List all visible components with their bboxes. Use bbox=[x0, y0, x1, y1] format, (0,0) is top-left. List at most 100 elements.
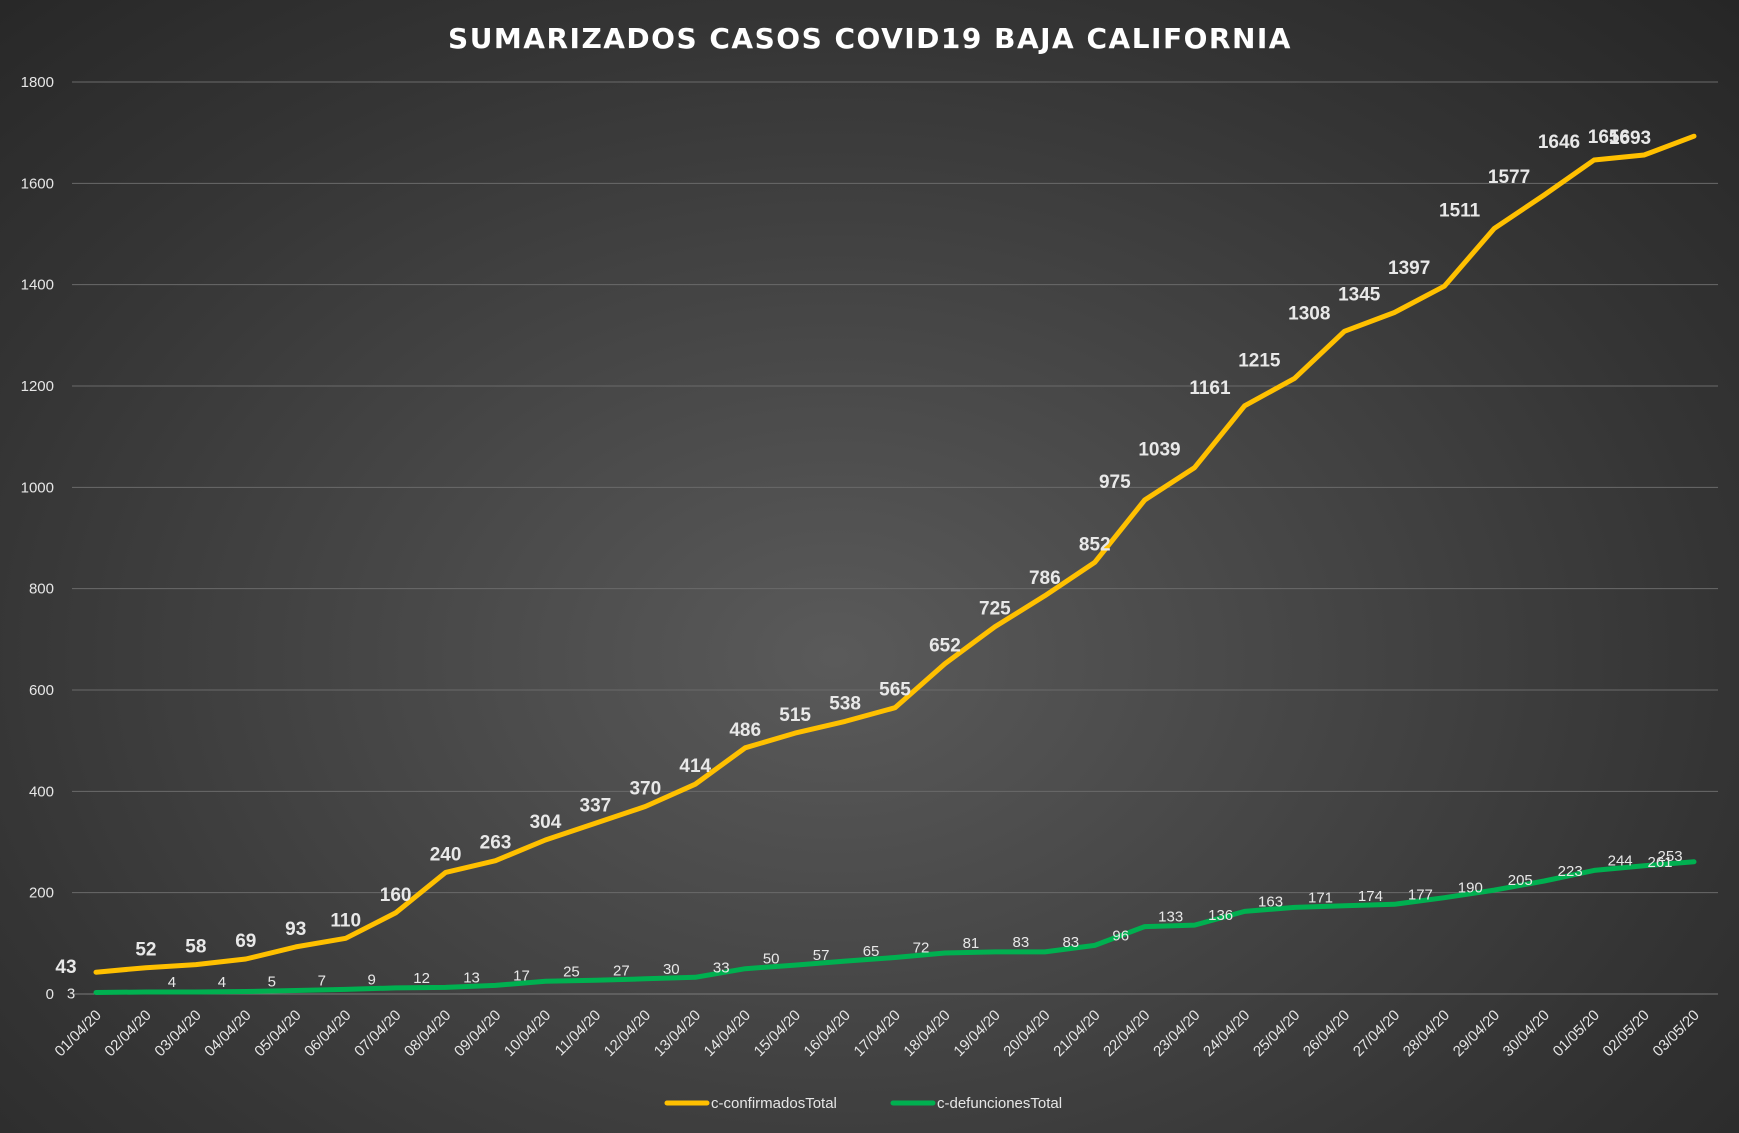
x-tick-label: 01/04/20 bbox=[52, 1007, 105, 1060]
data-label-defunciones: 65 bbox=[863, 943, 880, 960]
data-label-confirmados: 160 bbox=[380, 885, 412, 906]
x-tick-label: 23/04/20 bbox=[1150, 1007, 1203, 1060]
x-tick-label: 04/04/20 bbox=[201, 1007, 254, 1060]
data-label-defunciones: 4 bbox=[168, 974, 176, 991]
data-label-defunciones: 5 bbox=[268, 973, 276, 990]
data-label-confirmados: 1345 bbox=[1338, 285, 1381, 306]
x-tick-label: 20/04/20 bbox=[1000, 1007, 1053, 1060]
data-label-defunciones: 25 bbox=[563, 963, 580, 980]
y-tick-label: 200 bbox=[29, 885, 54, 902]
data-label-defunciones: 174 bbox=[1358, 888, 1383, 905]
data-label-defunciones: 244 bbox=[1608, 852, 1633, 869]
chart-title: SUMARIZADOS CASOS COVID19 BAJA CALIFORNI… bbox=[448, 22, 1292, 55]
data-label-confirmados: 69 bbox=[235, 931, 256, 952]
data-label-confirmados: 786 bbox=[1029, 568, 1061, 589]
x-tick-label: 02/04/20 bbox=[101, 1007, 154, 1060]
data-label-confirmados: 1308 bbox=[1288, 303, 1330, 324]
data-label-defunciones: 190 bbox=[1458, 880, 1483, 897]
x-tick-label: 13/04/20 bbox=[651, 1007, 704, 1060]
x-tick-label: 21/04/20 bbox=[1050, 1007, 1103, 1060]
data-label-confirmados: 1039 bbox=[1138, 440, 1180, 461]
x-tick-label: 16/04/20 bbox=[801, 1007, 854, 1060]
data-label-defunciones: 3 bbox=[67, 985, 75, 1002]
data-label-confirmados: 1693 bbox=[1609, 128, 1651, 149]
x-tick-label: 17/04/20 bbox=[851, 1007, 904, 1060]
data-label-confirmados: 486 bbox=[729, 720, 761, 741]
data-label-defunciones: 205 bbox=[1508, 872, 1533, 889]
data-label-defunciones: 27 bbox=[613, 962, 630, 979]
data-label-confirmados: 1577 bbox=[1488, 167, 1530, 188]
data-label-defunciones: 83 bbox=[1062, 934, 1079, 951]
legend: c-confirmadosTotal c-defuncionesTotal bbox=[664, 1095, 1062, 1112]
x-tick-label: 28/04/20 bbox=[1400, 1007, 1453, 1060]
x-tick-label: 03/04/20 bbox=[151, 1007, 204, 1060]
y-axis-ticks: 0 200 400 600 800 1000 1200 1400 1600 1800 bbox=[21, 74, 54, 1003]
x-tick-label: 03/05/20 bbox=[1650, 1007, 1703, 1060]
data-label-confirmados: 52 bbox=[135, 940, 156, 961]
data-label-defunciones: 17 bbox=[513, 967, 530, 984]
data-label-defunciones: 4 bbox=[218, 974, 226, 991]
data-label-confirmados: 1161 bbox=[1189, 378, 1231, 399]
x-axis-ticks: 01/04/2002/04/2003/04/2004/04/2005/04/20… bbox=[52, 1007, 1703, 1060]
y-tick-label: 600 bbox=[29, 682, 54, 699]
x-tick-label: 29/04/20 bbox=[1450, 1007, 1503, 1060]
x-tick-label: 05/04/20 bbox=[251, 1007, 304, 1060]
data-label-confirmados: 975 bbox=[1099, 472, 1131, 493]
y-tick-label: 1600 bbox=[21, 175, 54, 192]
x-tick-label: 11/04/20 bbox=[552, 1007, 605, 1060]
x-tick-label: 18/04/20 bbox=[900, 1007, 953, 1060]
x-tick-label: 19/04/20 bbox=[950, 1007, 1003, 1060]
x-tick-label: 15/04/20 bbox=[751, 1007, 804, 1060]
data-label-defunciones: 9 bbox=[368, 971, 376, 988]
data-label-defunciones: 223 bbox=[1558, 863, 1583, 880]
data-label-defunciones: 81 bbox=[963, 935, 980, 952]
data-label-defunciones: 57 bbox=[813, 947, 830, 964]
data-label-defunciones: 72 bbox=[913, 940, 930, 957]
data-label-defunciones: 83 bbox=[1013, 934, 1030, 951]
legend-label-confirmados: c-confirmadosTotal bbox=[711, 1095, 837, 1112]
data-label-confirmados: 852 bbox=[1079, 534, 1111, 555]
data-label-confirmados: 337 bbox=[580, 795, 612, 816]
x-tick-label: 24/04/20 bbox=[1200, 1007, 1253, 1060]
data-label-defunciones: 96 bbox=[1112, 927, 1129, 944]
x-tick-label: 12/04/20 bbox=[601, 1007, 654, 1060]
data-label-defunciones: 30 bbox=[663, 961, 680, 978]
data-label-defunciones: 177 bbox=[1408, 886, 1433, 903]
data-label-confirmados: 538 bbox=[829, 693, 861, 714]
data-label-confirmados: 110 bbox=[330, 910, 361, 931]
data-label-defunciones: 163 bbox=[1258, 893, 1283, 910]
x-tick-label: 30/04/20 bbox=[1500, 1007, 1553, 1060]
y-tick-label: 400 bbox=[29, 783, 54, 800]
data-label-defunciones: 50 bbox=[763, 951, 780, 968]
data-label-confirmados: 370 bbox=[629, 779, 661, 800]
data-label-confirmados: 1656 bbox=[1588, 127, 1630, 148]
x-tick-label: 01/05/20 bbox=[1550, 1007, 1603, 1060]
x-tick-label: 27/04/20 bbox=[1350, 1007, 1403, 1060]
x-tick-label: 10/04/20 bbox=[501, 1007, 554, 1060]
data-label-confirmados: 43 bbox=[55, 957, 76, 978]
x-tick-label: 08/04/20 bbox=[401, 1007, 454, 1060]
data-label-defunciones: 33 bbox=[713, 959, 730, 976]
data-label-confirmados: 652 bbox=[929, 636, 961, 657]
data-label-confirmados: 1511 bbox=[1439, 200, 1481, 221]
series-line-confirmados bbox=[93, 133, 1697, 975]
x-tick-label: 02/05/20 bbox=[1600, 1007, 1653, 1060]
gridlines bbox=[72, 81, 1718, 995]
data-label-confirmados: 725 bbox=[979, 599, 1011, 620]
data-label-defunciones: 13 bbox=[463, 969, 480, 986]
y-tick-label: 0 bbox=[46, 986, 54, 1003]
y-tick-label: 1800 bbox=[21, 74, 54, 91]
legend-label-defunciones: c-defuncionesTotal bbox=[937, 1095, 1062, 1112]
data-label-defunciones: 12 bbox=[413, 970, 430, 987]
x-tick-label: 06/04/20 bbox=[301, 1007, 354, 1060]
x-tick-label: 09/04/20 bbox=[451, 1007, 504, 1060]
x-tick-label: 07/04/20 bbox=[351, 1007, 404, 1060]
x-tick-label: 14/04/20 bbox=[701, 1007, 754, 1060]
data-label-defunciones: 136 bbox=[1208, 907, 1233, 924]
data-label-confirmados: 240 bbox=[430, 844, 462, 865]
y-tick-label: 1200 bbox=[21, 378, 54, 395]
data-label-confirmados: 515 bbox=[779, 705, 811, 726]
x-tick-label: 22/04/20 bbox=[1100, 1007, 1153, 1060]
series-lines bbox=[93, 133, 1697, 995]
